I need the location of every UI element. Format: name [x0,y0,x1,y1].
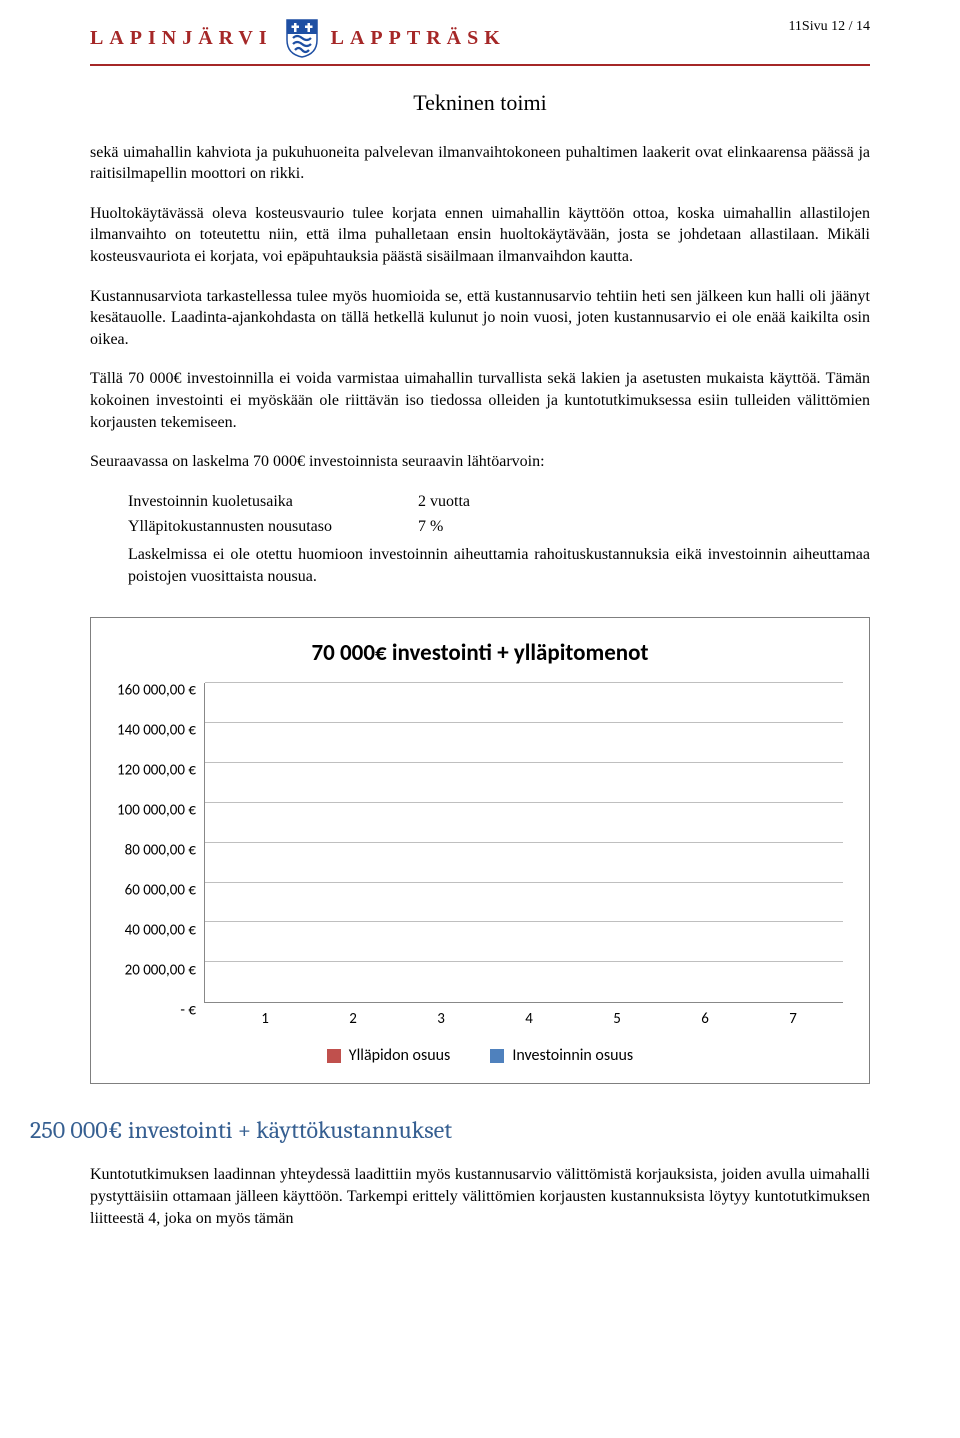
grid-line [205,682,843,683]
brand-right: LAPPTRÄSK [331,25,506,52]
x-tick-label: 7 [764,1009,822,1029]
paragraph: Huoltokäytävässä oleva kosteusvaurio tul… [90,203,870,268]
kv-key: Investoinnin kuoletusaika [128,491,418,513]
header-rule [90,64,870,66]
grid-line [205,842,843,843]
brand-left: LAPINJÄRVI [90,25,273,52]
section-heading-250000: 250 000€ investointi + käyttökustannukse… [30,1114,870,1146]
paragraph: Seuraavassa on laskelma 70 000€ investoi… [90,451,870,473]
body-text: sekä uimahallin kahviota ja pukuhuoneita… [90,142,870,1084]
x-tick-label: 1 [236,1009,294,1029]
grid-line [205,882,843,883]
paragraph: Kuntotutkimuksen laadinnan yhteydessä la… [90,1164,870,1229]
grid-line [205,762,843,763]
page-header: LAPINJÄRVI LAPPTRÄSK 11Sivu 12 / 14 [90,18,870,58]
x-tick-label: 5 [588,1009,646,1029]
page-title: Tekninen toimi [90,88,870,118]
chart-70000: 70 000€ investointi + ylläpitomenot 160 … [90,617,870,1084]
legend-item-yllapito: Ylläpidon osuus [327,1045,451,1067]
chart-y-axis: 160 000,00 €140 000,00 €120 000,00 €100 … [117,683,204,1003]
legend-swatch-icon [490,1049,504,1063]
grid-line [205,921,843,922]
kv-key: Ylläpitokustannusten nousutaso [128,516,418,538]
assumptions-block: Investoinnin kuoletusaika 2 vuotta Ylläp… [128,491,870,587]
paragraph: sekä uimahallin kahviota ja pukuhuoneita… [90,142,870,185]
x-tick-label: 3 [412,1009,470,1029]
grid-line [205,722,843,723]
legend-item-invest: Investoinnin osuus [490,1045,633,1067]
legend-label: Ylläpidon osuus [349,1045,451,1067]
chart-legend: Ylläpidon osuus Investoinnin osuus [117,1045,843,1067]
x-tick-label: 6 [676,1009,734,1029]
body-text: Kuntotutkimuksen laadinnan yhteydessä la… [90,1164,870,1229]
legend-swatch-icon [327,1049,341,1063]
grid-line [205,802,843,803]
paragraph: Tällä 70 000€ investoinnilla ei voida va… [90,368,870,433]
grid-line [205,961,843,962]
chart-plot [204,683,843,1003]
kv-row: Investoinnin kuoletusaika 2 vuotta [128,491,870,513]
shield-icon [281,18,323,58]
x-tick-label: 2 [324,1009,382,1029]
chart-title: 70 000€ investointi + ylläpitomenot [117,638,843,669]
chart-x-axis: 1 2 3 4 5 6 7 [215,1003,843,1029]
x-tick-label: 4 [500,1009,558,1029]
page-number: 11Sivu 12 / 14 [788,18,870,37]
kv-val: 2 vuotta [418,491,470,513]
kv-row: Ylläpitokustannusten nousutaso 7 % [128,516,870,538]
paragraph: Kustannusarviota tarkastellessa tulee my… [90,286,870,351]
kv-val: 7 % [418,516,443,538]
assumptions-note: Laskelmissa ei ole otettu huomioon inves… [128,544,870,587]
legend-label: Investoinnin osuus [512,1045,633,1067]
